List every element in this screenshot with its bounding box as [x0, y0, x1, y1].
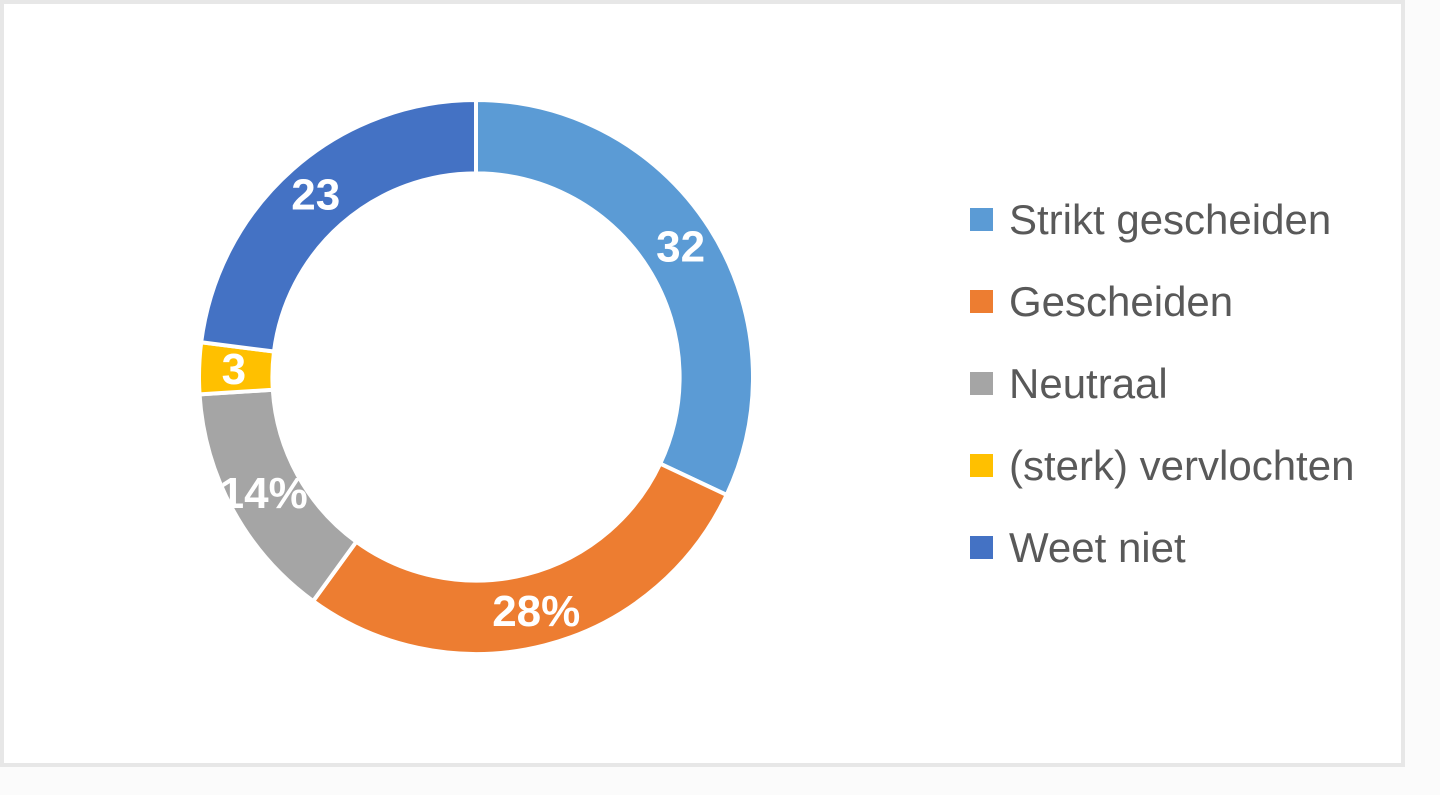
segment-data-label: 28% — [492, 587, 580, 636]
legend-item: Strikt gescheiden — [970, 194, 1354, 245]
segment-data-label: 3 — [222, 345, 246, 394]
legend-label: (sterk) vervlochten — [1009, 441, 1355, 489]
legend-item: (sterk) vervlochten — [970, 440, 1354, 491]
legend-item: Gescheiden — [970, 276, 1354, 327]
legend-label: Weet niet — [1009, 523, 1186, 571]
legend-label: Strikt gescheiden — [1009, 195, 1332, 243]
legend-item: Weet niet — [970, 522, 1354, 573]
legend-marker — [970, 372, 993, 395]
legend-item: Neutraal — [970, 358, 1354, 409]
legend-marker — [970, 208, 993, 231]
pie-segment — [474, 98, 755, 497]
segment-data-label: 14% — [220, 469, 308, 518]
segment-data-label: 23 — [291, 171, 340, 220]
segment-data-label: 32 — [656, 223, 705, 272]
legend-marker — [970, 290, 993, 313]
pie-segment — [199, 98, 478, 354]
legend-label: Neutraal — [1009, 359, 1168, 407]
legend: Strikt gescheiden Gescheiden Neutraal (ster… — [970, 194, 1354, 573]
legend-marker — [970, 536, 993, 559]
legend-label: Gescheiden — [1009, 277, 1234, 325]
pie-segment — [311, 461, 729, 656]
legend-marker — [970, 454, 993, 477]
